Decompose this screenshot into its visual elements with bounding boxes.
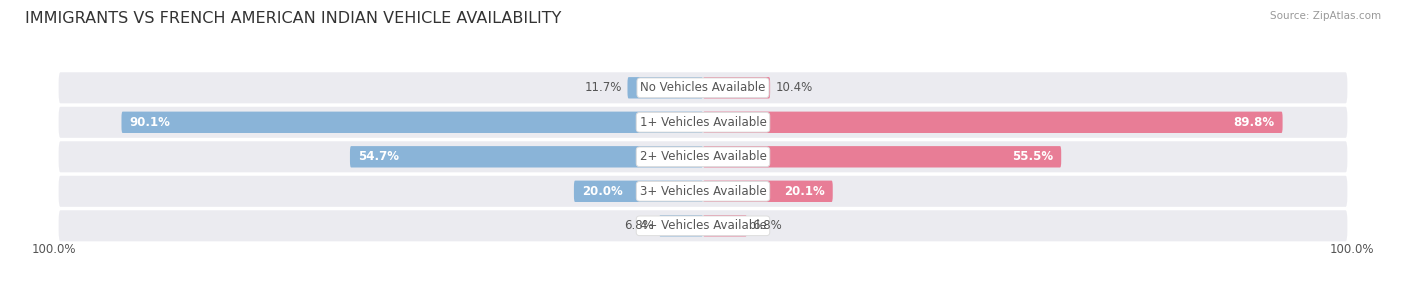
FancyBboxPatch shape xyxy=(659,215,703,237)
FancyBboxPatch shape xyxy=(58,106,1348,139)
FancyBboxPatch shape xyxy=(703,180,832,202)
FancyBboxPatch shape xyxy=(703,77,770,98)
Text: 100.0%: 100.0% xyxy=(1330,243,1374,256)
Text: Source: ZipAtlas.com: Source: ZipAtlas.com xyxy=(1270,11,1381,21)
Text: 20.1%: 20.1% xyxy=(785,185,825,198)
FancyBboxPatch shape xyxy=(574,180,703,202)
Text: 6.8%: 6.8% xyxy=(624,219,654,232)
FancyBboxPatch shape xyxy=(58,71,1348,104)
FancyBboxPatch shape xyxy=(703,215,747,237)
Text: 100.0%: 100.0% xyxy=(32,243,76,256)
Text: 55.5%: 55.5% xyxy=(1012,150,1053,163)
Text: 3+ Vehicles Available: 3+ Vehicles Available xyxy=(640,185,766,198)
FancyBboxPatch shape xyxy=(121,112,703,133)
Legend: Immigrants, French American Indian: Immigrants, French American Indian xyxy=(557,283,849,286)
FancyBboxPatch shape xyxy=(350,146,703,168)
FancyBboxPatch shape xyxy=(703,146,1062,168)
Text: 20.0%: 20.0% xyxy=(582,185,623,198)
FancyBboxPatch shape xyxy=(58,140,1348,173)
Text: 10.4%: 10.4% xyxy=(775,81,813,94)
Text: 4+ Vehicles Available: 4+ Vehicles Available xyxy=(640,219,766,232)
Text: IMMIGRANTS VS FRENCH AMERICAN INDIAN VEHICLE AVAILABILITY: IMMIGRANTS VS FRENCH AMERICAN INDIAN VEH… xyxy=(25,11,561,26)
Text: 6.8%: 6.8% xyxy=(752,219,782,232)
Text: 11.7%: 11.7% xyxy=(585,81,623,94)
FancyBboxPatch shape xyxy=(703,112,1282,133)
Text: 90.1%: 90.1% xyxy=(129,116,170,129)
Text: 1+ Vehicles Available: 1+ Vehicles Available xyxy=(640,116,766,129)
FancyBboxPatch shape xyxy=(58,175,1348,208)
FancyBboxPatch shape xyxy=(627,77,703,98)
Text: 54.7%: 54.7% xyxy=(357,150,399,163)
Text: No Vehicles Available: No Vehicles Available xyxy=(640,81,766,94)
Text: 2+ Vehicles Available: 2+ Vehicles Available xyxy=(640,150,766,163)
FancyBboxPatch shape xyxy=(58,209,1348,242)
Text: 89.8%: 89.8% xyxy=(1233,116,1275,129)
